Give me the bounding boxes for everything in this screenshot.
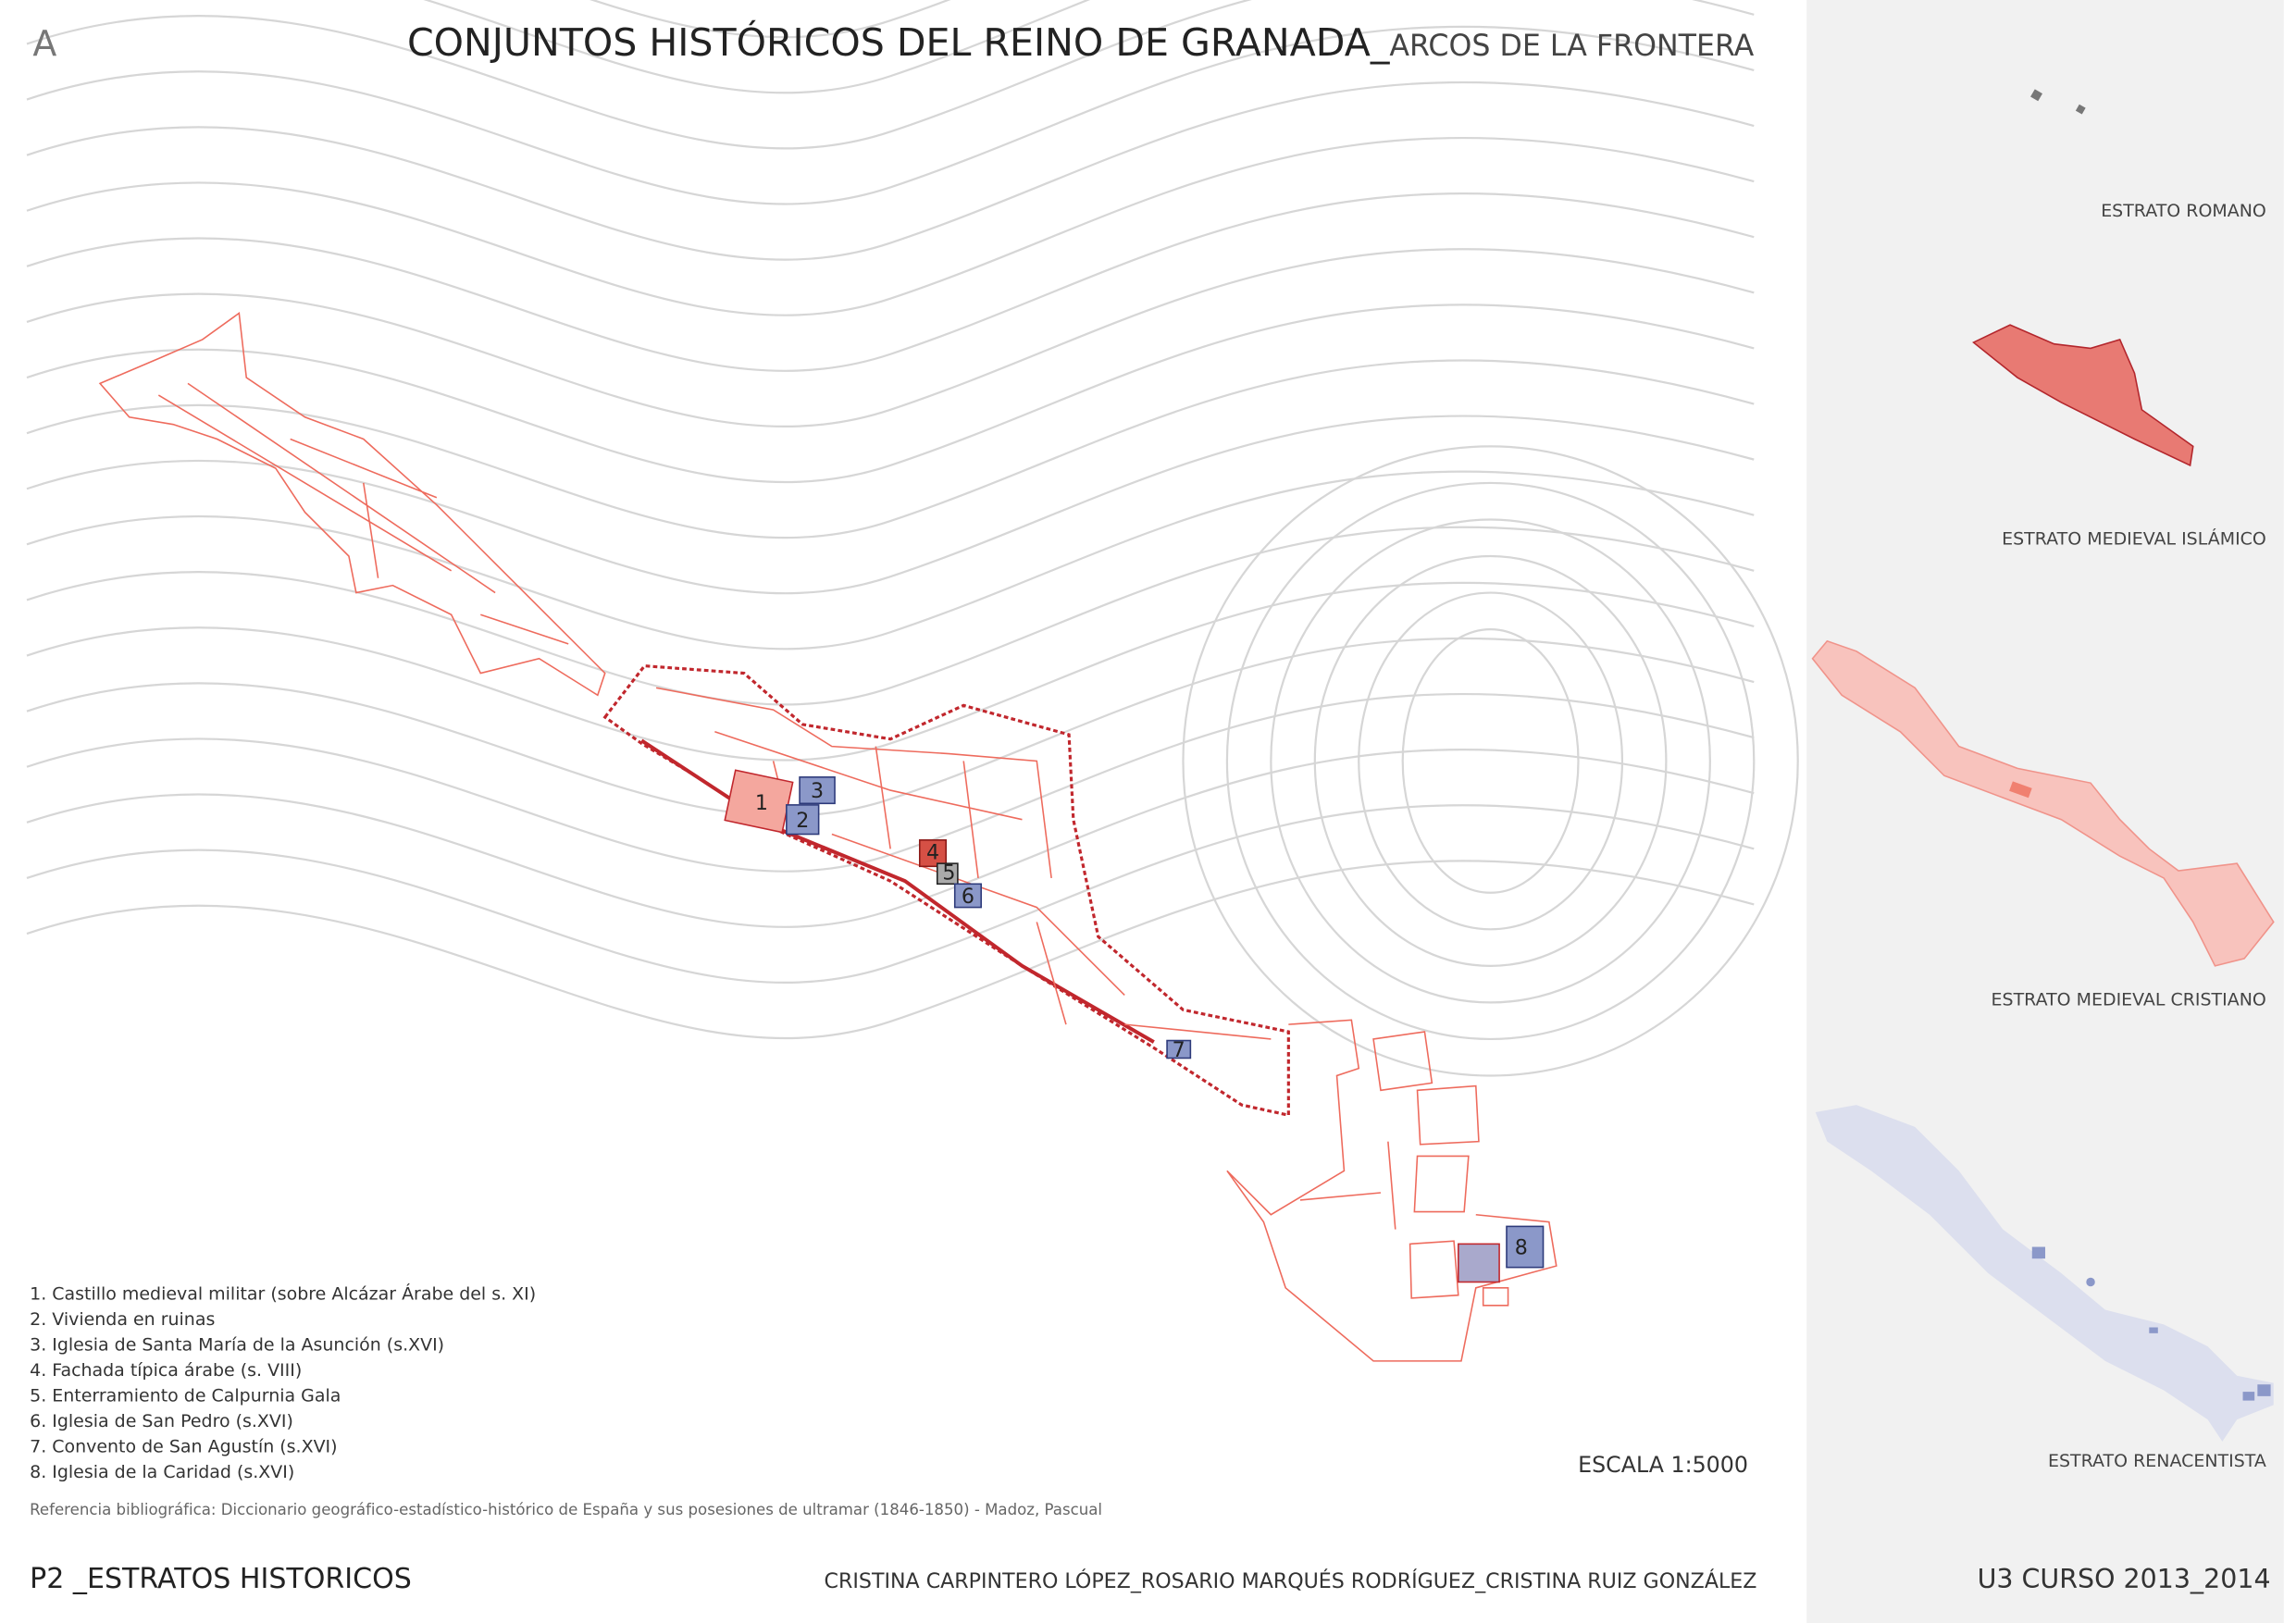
- legend-item: 5. Enterramiento de Calpurnia Gala: [30, 1386, 341, 1406]
- site-marker: 5: [942, 861, 955, 886]
- site-4-area: [918, 839, 948, 868]
- contour-line: [1358, 591, 1624, 931]
- renaissance-site: [2031, 1246, 2046, 1259]
- site-marker: 1: [755, 791, 768, 815]
- contour-line: [1313, 554, 1668, 967]
- contour-line: [1401, 627, 1580, 894]
- contour-line: [26, 749, 1755, 928]
- legend-item: 2. Vivienda en ruinas: [30, 1309, 215, 1330]
- contour-line: [26, 0, 1755, 150]
- contour-line: [26, 304, 1755, 483]
- town-plan: 1 2 3 4 5 6 7 8: [98, 312, 1558, 1362]
- contour-line: [26, 81, 1755, 261]
- title-sub: ARCOS DE LA FRONTERA: [1389, 30, 1754, 63]
- renaissance-site: [2242, 1392, 2255, 1401]
- contour-line: [423, 0, 1091, 94]
- stratum-label: ESTRATO MEDIEVAL CRISTIANO: [1992, 990, 2266, 1010]
- stratum-label: ESTRATO RENACENTISTA: [2048, 1451, 2266, 1471]
- contour-line: [26, 860, 1755, 1039]
- footer-right: U3 CURSO 2013_2014: [1978, 1564, 2271, 1594]
- legend-item: 8. Iglesia de la Caridad (s.XVI): [30, 1462, 294, 1482]
- legend-item: 4. Fachada típica árabe (s. VIII): [30, 1360, 302, 1381]
- legend-item: 7. Convento de San Agustín (s.XVI): [30, 1437, 337, 1457]
- christian-stratum-mark: [2009, 781, 2032, 799]
- contour-line: [1182, 445, 1799, 1077]
- site-marker: 6: [962, 885, 974, 909]
- renaissance-site: [2149, 1327, 2158, 1333]
- contour-line: [26, 192, 1755, 372]
- site-3-area: [799, 776, 836, 805]
- legend-item: 1. Castillo medieval militar (sobre Alcá…: [30, 1282, 536, 1304]
- reference: Referencia bibliográfica: Diccionario ge…: [30, 1501, 1102, 1518]
- legend: 1. Castillo medieval militar (sobre Alcá…: [30, 1282, 536, 1482]
- scale-label: ESCALA 1:5000: [1578, 1452, 1748, 1478]
- contour-line: [26, 581, 1755, 762]
- legend-item: 3. Iglesia de Santa María de la Asunción…: [30, 1335, 444, 1356]
- contour-line: [1225, 481, 1756, 1041]
- contour-line: [26, 359, 1755, 539]
- site-marker: 2: [796, 809, 809, 833]
- contour-line: [589, 0, 951, 39]
- contour-lines: [26, 0, 1799, 1077]
- contour-line: [26, 248, 1755, 427]
- sheet-letter: A: [32, 23, 56, 64]
- stratum-label: ESTRATO ROMANO: [2101, 201, 2266, 221]
- legend-item: 6. Iglesia de San Pedro (s.XVI): [30, 1411, 293, 1431]
- site-8-area: [1506, 1225, 1545, 1269]
- stratum-label: ESTRATO MEDIEVAL ISLÁMICO: [2002, 527, 2266, 549]
- renaissance-stratum: [1815, 1105, 2274, 1442]
- roman-remains: [2075, 104, 2086, 115]
- contour-line: [26, 25, 1755, 205]
- medieval-wall: [602, 663, 1290, 1118]
- site-2-area: [786, 804, 820, 836]
- site-5-area: [936, 862, 959, 886]
- site-7-area: [1166, 1039, 1192, 1059]
- parcels-old-town: [655, 687, 1272, 1040]
- footer-left: P2 _ESTRATOS HISTORICOS: [30, 1563, 412, 1595]
- parcels-southeast: [1226, 1019, 1558, 1362]
- renaissance-site: [2086, 1277, 2095, 1287]
- contour-line: [26, 804, 1755, 984]
- site-marker: 7: [1173, 1038, 1185, 1062]
- islamic-stratum: [1972, 324, 2194, 467]
- parcels-northwest: [98, 312, 606, 697]
- footer-authors: CRISTINA CARPINTERO LÓPEZ_ROSARIO MARQUÉ…: [825, 1567, 1757, 1593]
- caridad-annex: [1458, 1243, 1500, 1283]
- contour-line: [26, 415, 1755, 595]
- strata-thumbnails: [1811, 89, 2275, 1442]
- site-marker: 4: [926, 841, 939, 865]
- renaissance-site: [2257, 1384, 2271, 1396]
- roman-remains: [2030, 89, 2043, 102]
- contour-line: [26, 137, 1755, 316]
- title-main: CONJUNTOS HISTÓRICOS DEL REINO DE GRANAD…: [407, 20, 1390, 65]
- contour-line: [1270, 518, 1711, 1004]
- site-6-area: [953, 883, 982, 909]
- title: CONJUNTOS HISTÓRICOS DEL REINO DE GRANAD…: [407, 20, 1755, 65]
- christian-stratum: [1811, 639, 2275, 967]
- contour-line: [26, 637, 1755, 817]
- contour-line: [26, 526, 1755, 706]
- cliff-edge: [640, 738, 1155, 1044]
- site-marker: 3: [811, 779, 824, 803]
- site-marker: 8: [1515, 1236, 1528, 1260]
- contour-line: [26, 470, 1755, 650]
